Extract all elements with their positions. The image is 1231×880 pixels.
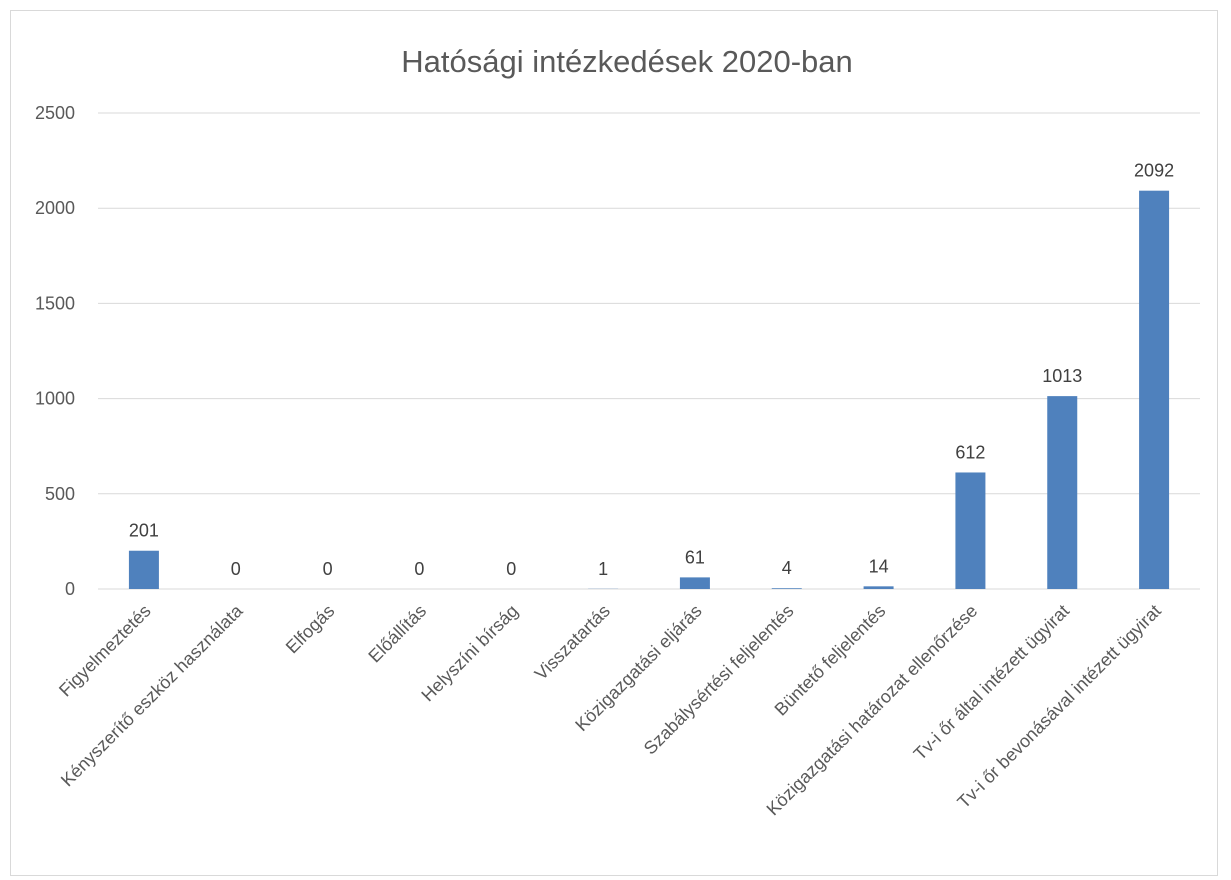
- data-label: 201: [129, 521, 159, 541]
- x-category-label: Elfogás: [282, 601, 339, 658]
- bar: [955, 472, 986, 589]
- y-axis-ticks: 0 500 1000 1500 2000 2500: [35, 103, 75, 599]
- y-tick-label: 2000: [35, 198, 75, 218]
- bars: [128, 190, 1170, 589]
- chart-title: Hatósági intézkedések 2020-ban: [401, 44, 853, 79]
- data-label: 4: [782, 558, 792, 578]
- gridlines: [98, 112, 1200, 590]
- data-label: 61: [685, 547, 705, 567]
- y-tick-label: 0: [65, 579, 75, 599]
- x-category-label: Helyszíni bírság: [417, 601, 522, 706]
- data-label: 0: [506, 559, 516, 579]
- x-category-label: Tv-i őr által intézett ügyirat: [910, 601, 1073, 764]
- bar: [863, 586, 894, 589]
- x-category-label: Előállítás: [364, 601, 430, 667]
- x-category-label: Visszatartás: [531, 601, 614, 684]
- bar: [771, 588, 802, 589]
- data-label: 0: [414, 559, 424, 579]
- y-tick-label: 1000: [35, 389, 75, 409]
- data-label: 0: [323, 559, 333, 579]
- y-tick-label: 2500: [35, 103, 75, 123]
- x-category-label: Figyelmeztetés: [55, 601, 155, 701]
- y-tick-label: 500: [45, 484, 75, 504]
- bar: [128, 550, 159, 589]
- data-labels: 201 0 0 0 0 1 61 4 14 612 1013 2092: [129, 161, 1174, 579]
- x-category-label: Szabálysértési feljelentés: [640, 601, 798, 759]
- x-category-label: Tv-i őr bevonásával intézett ügyirat: [953, 601, 1165, 813]
- chart-frame: [10, 10, 1218, 876]
- bar: [1139, 190, 1170, 589]
- data-label: 1013: [1042, 366, 1082, 386]
- data-label: 612: [955, 442, 985, 462]
- x-category-label: Kényszerítő eszköz használata: [57, 600, 247, 790]
- data-label: 14: [869, 556, 889, 576]
- data-label: 2092: [1134, 161, 1174, 181]
- data-label: 1: [598, 559, 608, 579]
- y-tick-label: 1500: [35, 293, 75, 313]
- bar: [1047, 396, 1078, 589]
- data-label: 0: [231, 559, 241, 579]
- bar: [679, 577, 710, 589]
